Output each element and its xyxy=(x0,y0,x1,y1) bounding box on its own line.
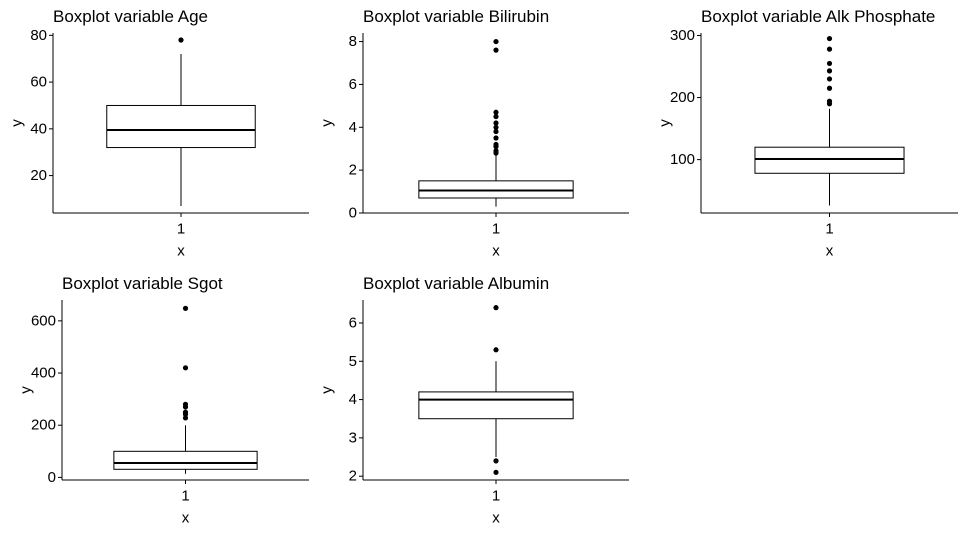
outlier-point xyxy=(826,76,833,82)
y-axis-title: y xyxy=(9,119,26,127)
y-tick-label: 400 xyxy=(31,365,56,382)
outlier-point xyxy=(493,458,499,464)
x-axis-title: x xyxy=(177,243,185,260)
y-tick-label: 6 xyxy=(349,314,357,331)
x-axis-title: x xyxy=(492,243,500,260)
chart-panel-alk-phosphate: Boxplot variable Alk Phosphate 100 200 300… xyxy=(640,0,958,267)
chart-svg: 0 200 400 600 1 x y xyxy=(18,300,309,527)
x-tick-label: 1 xyxy=(492,488,500,505)
chart-title: Boxplot variable Age xyxy=(53,7,208,26)
x-tick-label: 1 xyxy=(825,221,833,238)
outlier-point xyxy=(826,85,833,91)
outlier-point xyxy=(493,124,499,130)
outlier-point xyxy=(493,120,499,126)
y-tick-label: 20 xyxy=(30,167,47,184)
y-tick-label: 200 xyxy=(670,89,695,106)
chart-title: Boxplot variable Bilirubin xyxy=(363,7,550,26)
y-axis-title: y xyxy=(657,119,674,127)
y-tick-label: 200 xyxy=(31,417,56,434)
y-tick-label: 80 xyxy=(30,27,47,44)
chart-panel-bilirubin: Boxplot variable Bilirubin 0 2 4 6 8 1 x y xyxy=(320,0,640,267)
outlier-point xyxy=(826,68,833,74)
outlier-point xyxy=(493,109,499,115)
chart-svg: 100 200 300 1 x y xyxy=(657,27,958,260)
x-tick-label: 1 xyxy=(181,488,189,505)
outlier-point xyxy=(493,347,499,353)
outlier-point xyxy=(182,305,189,311)
outlier-point xyxy=(182,365,189,371)
y-tick-label: 6 xyxy=(349,76,357,93)
outlier-point xyxy=(493,38,499,45)
chart-panel-albumin: Boxplot variable Albumin 2 3 4 5 6 1 x y xyxy=(320,267,640,534)
y-tick-label: 4 xyxy=(349,391,357,408)
y-tick-label: 0 xyxy=(48,469,56,486)
chart-panel-sgot: Boxplot variable Sgot 0 200 400 600 1 x y xyxy=(0,267,320,534)
outlier-point xyxy=(493,113,499,120)
interquartile-box xyxy=(754,146,905,174)
chart-title: Boxplot variable Alk Phosphate xyxy=(701,7,936,26)
x-tick-label: 1 xyxy=(492,221,500,238)
y-tick-label: 600 xyxy=(31,312,56,329)
x-axis-title: x xyxy=(182,510,190,527)
chart-title: Boxplot variable Albumin xyxy=(363,274,550,293)
outlier-point xyxy=(826,35,833,42)
outlier-point xyxy=(826,60,833,67)
outlier-point xyxy=(493,47,499,53)
y-axis-title: y xyxy=(320,119,336,127)
outlier-point xyxy=(493,128,499,135)
y-tick-label: 8 xyxy=(349,33,357,50)
y-tick-label: 40 xyxy=(30,120,47,137)
outlier-point xyxy=(493,141,499,148)
outlier-point xyxy=(493,305,499,311)
interquartile-box xyxy=(113,450,258,470)
y-tick-label: 0 xyxy=(349,205,357,222)
x-axis-title: x xyxy=(492,510,500,527)
x-axis-title: x xyxy=(826,243,834,260)
chart-title: Boxplot variable Sgot xyxy=(62,274,223,293)
interquartile-box xyxy=(418,391,574,420)
chart-svg: 2 3 4 5 6 1 x y xyxy=(320,300,629,527)
y-tick-label: 3 xyxy=(349,429,357,446)
x-tick-label: 1 xyxy=(177,221,185,238)
y-tick-label: 60 xyxy=(30,74,47,91)
y-tick-label: 5 xyxy=(349,353,357,370)
outlier-point xyxy=(826,46,833,52)
outlier-point xyxy=(182,401,189,407)
y-axis-title: y xyxy=(18,386,35,394)
interquartile-box xyxy=(106,104,256,149)
outlier-point xyxy=(826,98,833,104)
interquartile-box xyxy=(418,180,574,199)
outlier-point xyxy=(493,135,499,141)
chart-svg: 20 40 60 80 1 x y xyxy=(9,27,309,260)
outlier-point xyxy=(493,469,499,475)
outlier-point xyxy=(182,409,189,415)
y-tick-label: 300 xyxy=(670,27,695,44)
outlier-point xyxy=(182,415,189,421)
y-tick-label: 2 xyxy=(349,162,357,179)
y-tick-label: 2 xyxy=(349,468,357,485)
chart-panel-age: Boxplot variable Age 20 40 60 80 1 x y xyxy=(0,0,320,267)
y-tick-label: 100 xyxy=(670,151,695,168)
outlier-point xyxy=(493,148,499,154)
y-axis-title: y xyxy=(320,386,336,394)
outlier-point xyxy=(178,37,184,43)
y-tick-label: 4 xyxy=(349,119,357,136)
chart-svg: 0 2 4 6 8 1 x y xyxy=(320,33,629,260)
